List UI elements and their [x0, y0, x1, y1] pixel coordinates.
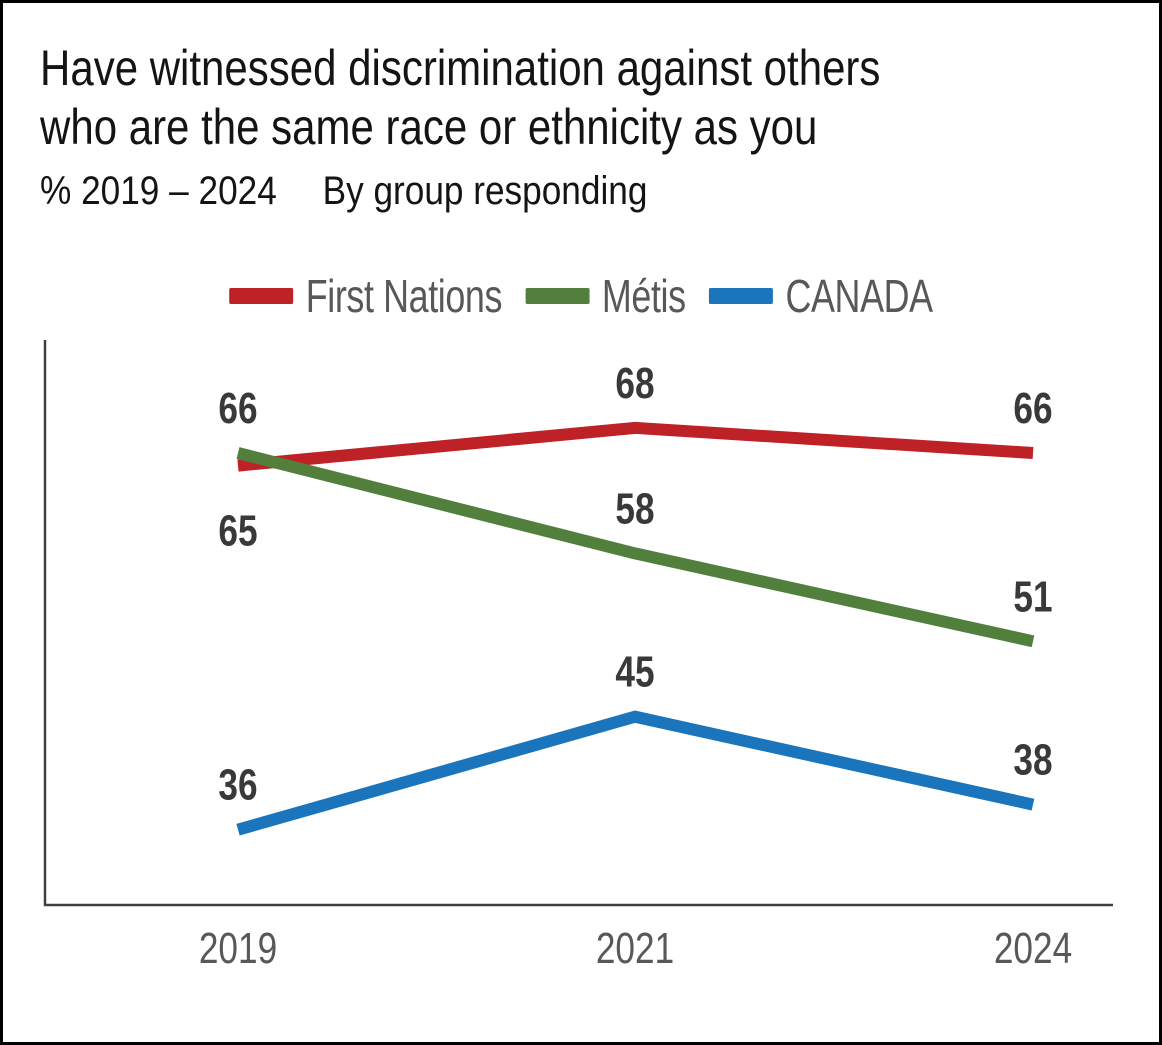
chart-title-line1: Have witnessed discrimination against ot…: [40, 40, 881, 96]
legend-label-metis: Métis: [601, 270, 686, 322]
data-label-canada-2019: 36: [218, 761, 257, 810]
metis-line-swatch-icon: [525, 288, 590, 304]
data-label-first-nations-2021: 68: [615, 359, 654, 408]
subtitle-percent-range: % 2019 – 2024: [40, 169, 277, 213]
legend-item-canada: CANADA: [709, 269, 933, 323]
legend-item-metis: Métis: [525, 269, 686, 323]
data-label-first-nations-2019: 65: [218, 507, 257, 556]
x-tick-label-2019: 2019: [199, 924, 277, 973]
data-label-canada-2021: 45: [615, 648, 654, 697]
series-line-m-tis: [236, 447, 1035, 648]
series-line-first-nations: [237, 421, 1034, 472]
legend: First Nations Métis CANADA: [130, 269, 1032, 323]
axis-lines: [43, 340, 1113, 907]
line-chart-plot: 65 68 66 66 58 51 36 45 38 2019 2021 2024: [43, 340, 1113, 973]
legend-label-first-nations: First Nations: [305, 270, 503, 322]
legend-label-canada: CANADA: [785, 270, 933, 322]
data-label-first-nations-2024: 66: [1013, 384, 1052, 433]
data-label-m-tis-2019: 66: [218, 384, 257, 433]
data-label-m-tis-2024: 51: [1013, 573, 1052, 622]
data-label-m-tis-2021: 58: [615, 485, 654, 534]
chart-title-line2: who are the same race or ethnicity as yo…: [40, 99, 818, 155]
legend-item-first-nations: First Nations: [229, 269, 502, 323]
first-nations-line-swatch-icon: [229, 288, 294, 304]
canada-line-swatch-icon: [709, 288, 774, 304]
chart-title: Have witnessed discrimination against ot…: [40, 39, 880, 157]
x-tick-label-2021: 2021: [596, 924, 674, 973]
subtitle-group-responding: By group responding: [322, 169, 648, 213]
chart-subtitle: % 2019 – 2024 By group responding: [40, 169, 647, 214]
x-tick-label-2024: 2024: [994, 924, 1072, 973]
data-label-canada-2024: 38: [1013, 736, 1052, 785]
series-line-canada: [236, 710, 1035, 836]
